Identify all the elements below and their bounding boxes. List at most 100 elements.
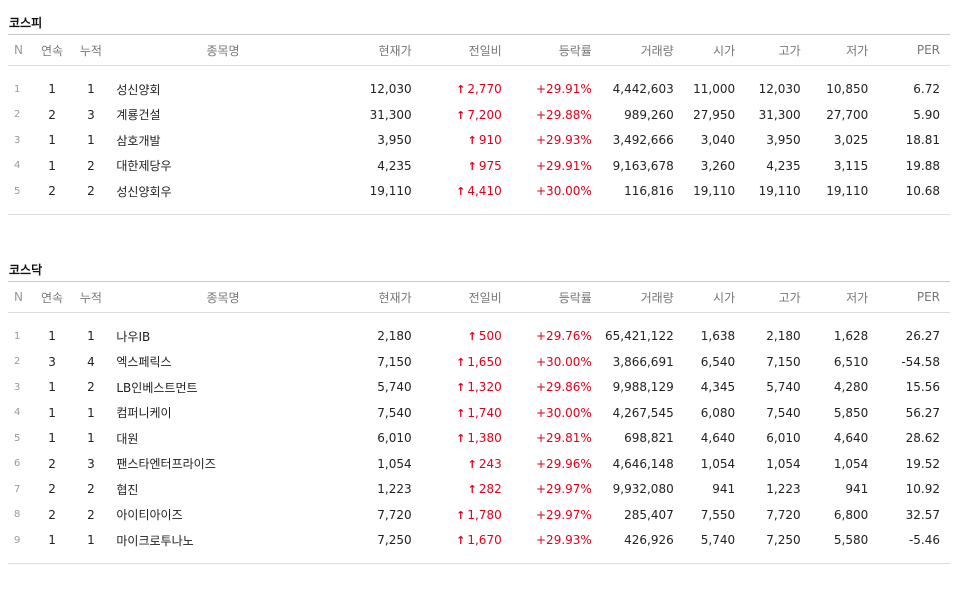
- up-arrow-icon: ↑: [467, 134, 477, 148]
- table-row[interactable]: 9 1 1 마이크로투나노 7,250 ↑ 1,670 +29.93% 426,926 5,740…: [8, 528, 950, 554]
- stock-name[interactable]: 엑스페릭스: [116, 355, 172, 370]
- current-price: 2,180: [377, 329, 412, 344]
- low-price: 4,280: [833, 380, 869, 395]
- high-price: 1,223: [766, 482, 801, 497]
- change-rate: +29.96%: [536, 456, 592, 471]
- stock-name[interactable]: 대한제당우: [116, 159, 172, 174]
- cumulative-count: 1: [87, 533, 95, 548]
- change-amount: ↑ 1,380: [422, 426, 512, 452]
- stock-name[interactable]: 나우IB: [116, 329, 151, 344]
- header-per: PER: [878, 34, 950, 66]
- up-arrow-icon: ↑: [456, 355, 466, 369]
- trade-volume: 989,260: [624, 107, 674, 122]
- change-rate: +29.88%: [536, 107, 592, 122]
- change-rate: +29.93%: [536, 533, 592, 548]
- table-row[interactable]: 5 1 1 대원 6,010 ↑ 1,380 +29.81% 698,821 4,640 6,010…: [8, 426, 950, 452]
- stock-name[interactable]: 계룡건설: [116, 108, 161, 123]
- open-price: 7,550: [700, 507, 736, 522]
- table-row[interactable]: 5 2 2 성신양회우 19,110 ↑ 4,410 +30.00% 116,816 19,110…: [8, 179, 950, 205]
- change-amount: ↑ 1,780: [422, 502, 512, 528]
- low-price: 941: [845, 482, 869, 497]
- table-row[interactable]: 4 1 2 대한제당우 4,235 ↑ 975 +29.91% 9,163,678 3,260 4,…: [8, 153, 950, 179]
- stock-name[interactable]: 삼호개발: [116, 133, 161, 148]
- row-number: 6: [14, 458, 21, 470]
- consecutive-count: 1: [48, 82, 56, 97]
- header-n: N: [8, 281, 33, 313]
- row-number: 1: [14, 83, 21, 95]
- trade-volume: 4,442,603: [612, 82, 674, 97]
- current-price: 6,010: [377, 431, 412, 446]
- consecutive-count: 2: [48, 184, 56, 199]
- per-value: 6.72: [913, 82, 940, 97]
- stock-name[interactable]: 아이티아이즈: [116, 508, 183, 523]
- table-row[interactable]: 7 2 2 협진 1,223 ↑ 282 +29.97% 9,932,080 941 1,223 94…: [8, 477, 950, 503]
- stock-name[interactable]: 성신양회우: [116, 184, 172, 199]
- stock-name[interactable]: LB인베스트먼트: [116, 380, 198, 395]
- row-number: 4: [14, 407, 21, 419]
- per-value: 26.27: [905, 329, 940, 344]
- high-price: 19,110: [758, 184, 801, 199]
- consecutive-count: 1: [48, 133, 56, 148]
- header-stock-name: 종목명: [110, 34, 336, 66]
- cumulative-count: 1: [87, 431, 95, 446]
- stock-name[interactable]: 협진: [116, 482, 139, 497]
- cumulative-count: 1: [87, 82, 95, 97]
- stock-name[interactable]: 컴퍼니케이: [116, 406, 172, 421]
- change-amount: ↑ 7,200: [422, 102, 512, 128]
- low-price: 3,115: [833, 158, 869, 173]
- header-low: 저가: [810, 281, 879, 313]
- change-rate: +30.00%: [536, 405, 592, 420]
- low-price: 4,640: [833, 431, 869, 446]
- change-value: 2,770: [467, 82, 502, 97]
- table-row[interactable]: 1 1 1 나우IB 2,180 ↑ 500 +29.76% 65,421,122 1,638 2,…: [8, 324, 950, 350]
- table-row[interactable]: 4 1 1 컴퍼니케이 7,540 ↑ 1,740 +30.00% 4,267,545 6,080…: [8, 400, 950, 426]
- stock-name[interactable]: 마이크로투나노: [116, 533, 194, 548]
- low-price: 5,850: [833, 405, 869, 420]
- trade-volume: 3,492,666: [612, 133, 674, 148]
- change-rate: +29.93%: [536, 133, 592, 148]
- change-amount: ↑ 500: [422, 324, 512, 350]
- per-value: 19.52: [905, 456, 940, 471]
- up-arrow-icon: ↑: [467, 159, 477, 173]
- stock-name[interactable]: 팬스타엔터프라이즈: [116, 457, 216, 472]
- kosdaq-table: N 연속 누적 종목명 현재가 전일비 등락률 거래량 시가 고가 저가 PER…: [8, 281, 950, 564]
- cumulative-count: 3: [87, 107, 95, 122]
- trade-volume: 9,988,129: [612, 380, 674, 395]
- high-price: 1,054: [766, 456, 801, 471]
- high-price: 7,540: [766, 405, 801, 420]
- header-volume: 거래량: [601, 281, 684, 313]
- table-row[interactable]: 2 3 4 엑스페릭스 7,150 ↑ 1,650 +30.00% 3,866,691 6,540…: [8, 349, 950, 375]
- table-row[interactable]: 6 2 3 팬스타엔터프라이즈 1,054 ↑ 243 +29.96% 4,646,148 1,0…: [8, 451, 950, 477]
- row-number: 2: [14, 109, 21, 121]
- open-price: 5,740: [700, 533, 736, 548]
- table-row[interactable]: 8 2 2 아이티아이즈 7,720 ↑ 1,780 +29.97% 285,407 7,550 7…: [8, 502, 950, 528]
- change-amount: ↑ 282: [422, 477, 512, 503]
- header-rate: 등락률: [511, 34, 602, 66]
- change-value: 975: [478, 158, 502, 173]
- trade-volume: 3,866,691: [612, 354, 674, 369]
- table-row[interactable]: 3 1 2 LB인베스트먼트 5,740 ↑ 1,320 +29.86% 9,988,129 4,…: [8, 375, 950, 401]
- table-row[interactable]: 2 2 3 계룡건설 31,300 ↑ 7,200 +29.88% 989,260 27,950 3…: [8, 102, 950, 128]
- table-row[interactable]: 3 1 1 삼호개발 3,950 ↑ 910 +29.93% 3,492,666 3,040 3,9…: [8, 128, 950, 154]
- up-arrow-icon: ↑: [456, 381, 466, 395]
- consecutive-count: 1: [48, 533, 56, 548]
- header-cumulative: 누적: [71, 34, 111, 66]
- change-amount: ↑ 1,650: [422, 349, 512, 375]
- open-price: 19,110: [693, 184, 736, 199]
- trade-volume: 4,267,545: [612, 405, 674, 420]
- up-arrow-icon: ↑: [467, 330, 477, 344]
- per-value: 15.56: [905, 380, 940, 395]
- cumulative-count: 1: [87, 133, 95, 148]
- header-rate: 등락률: [511, 281, 602, 313]
- cumulative-count: 1: [87, 405, 95, 420]
- row-number: 3: [14, 381, 21, 393]
- table-row[interactable]: 1 1 1 성신양회 12,030 ↑ 2,770 +29.91% 4,442,603 11,00…: [8, 77, 950, 103]
- change-value: 282: [478, 482, 502, 497]
- stock-name[interactable]: 대원: [116, 431, 139, 446]
- change-amount: ↑ 4,410: [422, 179, 512, 205]
- change-value: 500: [478, 329, 502, 344]
- open-price: 3,040: [700, 133, 736, 148]
- current-price: 7,150: [377, 354, 412, 369]
- change-rate: +30.00%: [536, 354, 592, 369]
- stock-name[interactable]: 성신양회: [116, 82, 161, 97]
